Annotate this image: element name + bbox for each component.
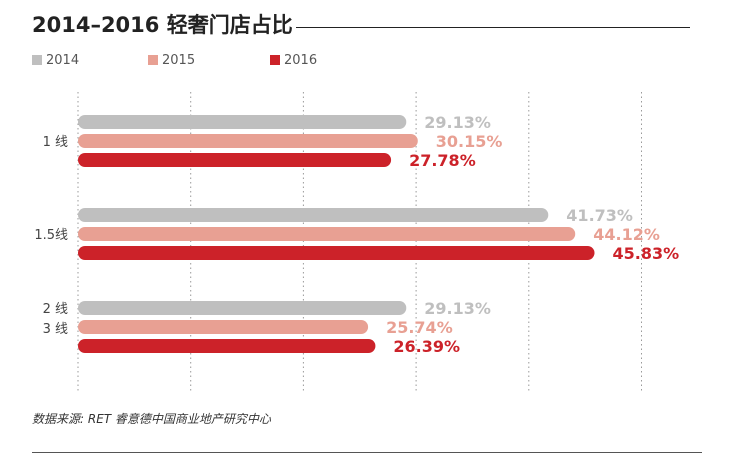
category-label: 1 线 (43, 135, 68, 150)
value-label: 27.78% (409, 151, 476, 170)
bar-2014 (78, 301, 407, 315)
value-label: 25.74% (386, 318, 453, 337)
value-label: 44.12% (593, 225, 660, 244)
source-note: 数据来源: RET 睿意德中国商业地产研究中心 (32, 412, 271, 426)
legend-item-2014: 2014 (32, 52, 79, 68)
bottom-rule (32, 452, 702, 453)
category-label: 1.5线 (34, 228, 68, 243)
category-label: 3 线 (43, 322, 68, 337)
legend-swatch-2015 (148, 55, 158, 65)
title-rule (296, 27, 690, 28)
bar-2015 (78, 320, 369, 334)
value-label: 29.13% (424, 113, 491, 132)
bar-2016 (78, 339, 376, 353)
bar-2016 (78, 153, 392, 167)
value-label: 41.73% (566, 206, 633, 225)
chart-title: 2014–2016 轻奢门店占比 (32, 13, 293, 37)
bar-2015 (78, 227, 576, 241)
legend: 2014 2015 2016 (32, 52, 432, 68)
legend-swatch-2014 (32, 55, 42, 65)
legend-label-2015: 2015 (162, 52, 196, 68)
value-label: 29.13% (424, 299, 491, 318)
value-label: 26.39% (393, 337, 460, 356)
legend-item-2016: 2016 (270, 52, 317, 68)
value-label: 45.83% (613, 244, 680, 263)
legend-label-2014: 2014 (46, 52, 80, 68)
bar-2016 (78, 246, 595, 260)
bar-2015 (78, 134, 418, 148)
legend-swatch-2016 (270, 55, 280, 65)
value-label: 30.15% (436, 132, 503, 151)
category-label: 2 线 (43, 302, 68, 317)
legend-label-2016: 2016 (284, 52, 318, 68)
bar-2014 (78, 115, 407, 129)
legend-item-2015: 2015 (148, 52, 195, 68)
bar-2014 (78, 208, 549, 222)
